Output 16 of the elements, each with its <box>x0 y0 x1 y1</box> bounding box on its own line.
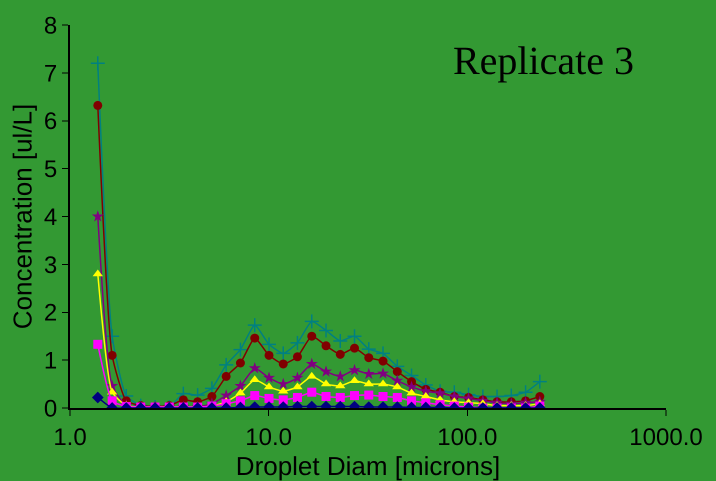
chart-title: Replicate 3 <box>453 38 634 83</box>
y-tick-label: 5 <box>44 156 58 184</box>
x-axis-title: Droplet Diam [microns] <box>236 450 500 481</box>
y-axis-title: Concentration [ul/L] <box>8 104 38 330</box>
y-tick-label: 7 <box>44 60 58 88</box>
x-tick-label: 100.0 <box>437 424 498 451</box>
y-tick-label: 2 <box>44 300 58 327</box>
x-tick-label: 1000.0 <box>629 424 703 451</box>
y-tick-label: 6 <box>44 108 58 136</box>
y-tick-label: 8 <box>44 12 58 40</box>
y-tick-label: 3 <box>44 252 58 279</box>
y-tick-label: 0 <box>44 395 58 422</box>
x-tick-label: 1.0 <box>53 424 87 451</box>
x-tick-label: 10.0 <box>245 424 292 451</box>
y-tick-label: 1 <box>44 348 58 375</box>
y-tick-label: 4 <box>44 204 58 231</box>
